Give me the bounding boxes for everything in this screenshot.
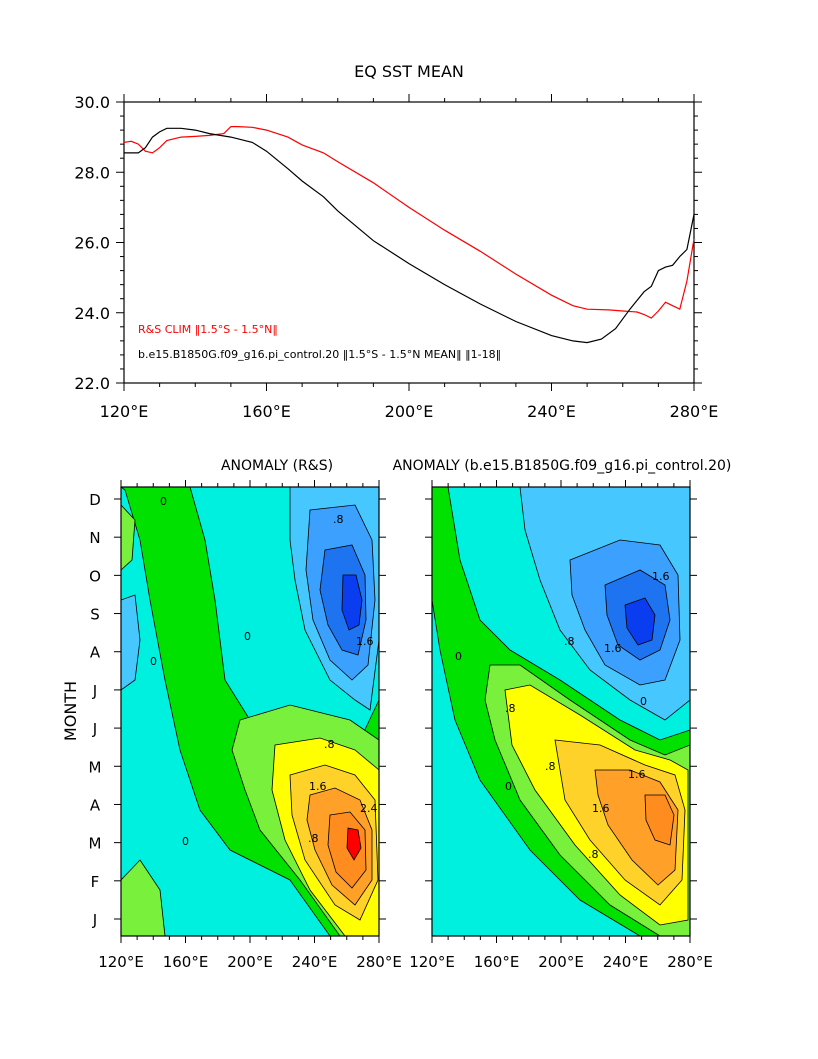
heatmap-x-tick-label: 200°E — [538, 953, 584, 971]
heatmap-y-tick-label: F — [91, 873, 100, 891]
legend-entry-rs-clim: R&S CLIM ‖1.5°S - 1.5°N‖ — [138, 323, 278, 336]
heatmap-y-tick-label: A — [90, 796, 101, 814]
heatmap-x-tick-label: 280°E — [667, 953, 713, 971]
contour-labels: .8 1.6 1.6 .8 .8 1.6 1.6 .8 0 0 0 — [455, 570, 670, 861]
y-axis-label-month: MONTH — [61, 681, 80, 741]
contour-label: .8 — [588, 848, 599, 861]
x-tick-label: 160°E — [242, 402, 291, 421]
heatmap-y-tick-label: N — [89, 529, 100, 547]
heatmap-y-tick-label: A — [90, 644, 101, 662]
right-panel-title: ANOMALY (b.e15.B1850G.f09_g16.pi_control… — [393, 458, 732, 474]
contour-label: 1.6 — [628, 768, 646, 781]
line-chart: EQ SST MEAN 120°E 160°E 200°E 240°E 280°E 22.… — [74, 62, 718, 421]
heatmap-y-tick-label: M — [89, 835, 102, 853]
x-tick-label: 280°E — [670, 402, 719, 421]
contour-band-neg-3 — [624, 597, 656, 646]
heatmap-y-tick-label: J — [92, 682, 97, 700]
anomaly-model-panel: .8 1.6 1.6 .8 .8 1.6 1.6 .8 0 0 0 — [431, 486, 691, 937]
heatmap-y-tick-label: O — [89, 567, 101, 585]
legend-entry-model: b.e15.B1850G.f09_g16.pi_control.20 ‖1.5°… — [138, 348, 501, 361]
x-tick-label: 120°E — [100, 402, 149, 421]
y-tick-label: 24.0 — [74, 304, 110, 323]
chart-title: EQ SST MEAN — [354, 62, 464, 81]
heatmap-x-tick-label: 280°E — [356, 953, 402, 971]
series-line-rs-clim — [123, 125, 695, 319]
heatmap-axis-ticks: 120°E 160°E 200°E 240°E 280°E J F M A M J J A S O N D 120… — [89, 480, 713, 971]
x-tick-label: 240°E — [527, 402, 576, 421]
y-tick-label: 30.0 — [74, 93, 110, 112]
anomaly-model-contours — [432, 487, 690, 936]
heatmap-y-tick-label: D — [89, 491, 101, 509]
contour-label: 0 — [160, 495, 167, 508]
y-tick-label: 22.0 — [74, 374, 110, 393]
heatmap-y-tick-label: M — [89, 758, 102, 776]
series-lines — [123, 125, 695, 344]
contour-label: .8 — [308, 832, 319, 845]
contour-label: 0 — [455, 650, 462, 663]
heatmap-x-tick-label: 160°E — [474, 953, 520, 971]
contour-label: 2.4 — [360, 802, 378, 815]
contour-label: .8 — [564, 635, 575, 648]
series-line-model — [124, 127, 695, 344]
contour-label: 0 — [505, 780, 512, 793]
heatmap-y-tick-label: J — [92, 911, 97, 929]
heatmap-x-tick-label: 200°E — [227, 953, 273, 971]
heatmap-x-tick-label: 240°E — [603, 953, 649, 971]
contour-label: .8 — [545, 760, 556, 773]
x-tick-label: 200°E — [385, 402, 434, 421]
contour-label: 0 — [150, 655, 157, 668]
contour-labels: .8 1.6 .8 1.6 2.4 .8 0 0 0 0 — [150, 495, 378, 848]
contour-band-left-1 — [121, 859, 166, 936]
contour-label: .8 — [505, 702, 516, 715]
contour-label: .8 — [324, 738, 335, 751]
heatmap-x-tick-label: 120°E — [98, 953, 144, 971]
axis-ticks: 120°E 160°E 200°E 240°E 280°E 22.0 24.0 26.0 28.… — [74, 93, 718, 421]
y-tick-label: 26.0 — [74, 234, 110, 253]
anomaly-rs-panel: .8 1.6 .8 1.6 2.4 .8 0 0 0 0 — [120, 486, 380, 937]
contour-label: 1.6 — [604, 642, 622, 655]
anomaly-rs-contours — [121, 487, 379, 936]
contour-label: .8 — [333, 513, 344, 526]
y-tick-label: 28.0 — [74, 163, 110, 182]
contour-label: 0 — [640, 695, 647, 708]
contour-label: 0 — [244, 630, 251, 643]
heatmap-x-tick-label: 240°E — [292, 953, 338, 971]
contour-label: 1.6 — [652, 570, 670, 583]
contour-band-pos-6 — [346, 827, 362, 861]
heatmap-y-tick-label: J — [92, 720, 97, 738]
plot-frame — [123, 101, 695, 384]
contour-band-left-0 — [121, 594, 141, 691]
left-panel-title: ANOMALY (R&S) — [221, 458, 333, 474]
contour-band-left-2 — [121, 504, 136, 571]
heatmap-y-tick-label: S — [90, 606, 100, 624]
contour-label: 1.6 — [356, 635, 374, 648]
heatmap-x-tick-label: 120°E — [409, 953, 455, 971]
heatmap-x-tick-label: 160°E — [163, 953, 209, 971]
contour-band-neg-3 — [341, 574, 363, 631]
contour-label: 1.6 — [592, 802, 610, 815]
contour-band-pos-5 — [644, 794, 675, 846]
contour-label: 0 — [182, 835, 189, 848]
contour-label: 1.6 — [309, 780, 327, 793]
